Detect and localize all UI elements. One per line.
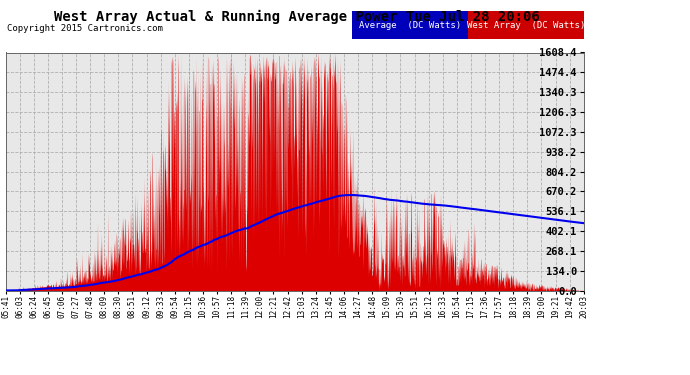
Bar [352,11,468,39]
Text: Average  (DC Watts): Average (DC Watts) [359,21,461,30]
Text: West Array  (DC Watts): West Array (DC Watts) [467,21,585,30]
Bar [468,11,584,39]
Text: West Array Actual & Running Average Power Tue Jul 28 20:06: West Array Actual & Running Average Powe… [54,9,540,24]
Text: Copyright 2015 Cartronics.com: Copyright 2015 Cartronics.com [7,24,163,33]
